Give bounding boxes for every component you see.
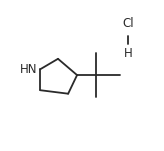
Text: Cl: Cl [122,17,134,30]
Text: HN: HN [20,63,37,76]
Text: H: H [123,47,132,60]
